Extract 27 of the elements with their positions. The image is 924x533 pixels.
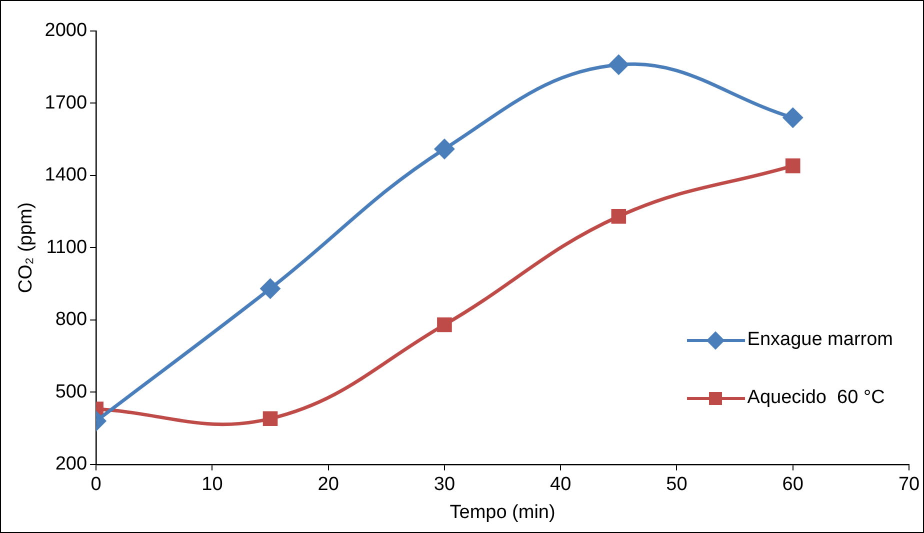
point bbox=[785, 158, 800, 174]
y-tick-label: 1100 bbox=[46, 236, 88, 258]
y-axis-title: CO₂ (ppm) bbox=[16, 202, 37, 294]
y-tick-label: 1700 bbox=[44, 92, 88, 114]
point bbox=[608, 54, 628, 74]
y-tick-label: 1400 bbox=[44, 164, 88, 186]
y-tick-label: 200 bbox=[55, 454, 88, 475]
x-tick-label: 40 bbox=[550, 474, 572, 496]
y-tick-label: 2000 bbox=[44, 20, 88, 42]
x-tick-label: 50 bbox=[666, 474, 688, 496]
legend-label: Enxague marrom bbox=[747, 329, 893, 351]
x-axis-title: Tempo (min) bbox=[450, 502, 556, 523]
y-tick-label: 500 bbox=[55, 381, 88, 402]
point bbox=[783, 108, 803, 128]
point bbox=[611, 208, 626, 224]
legend-label: Aquecido 60 °C bbox=[747, 387, 885, 409]
x-tick-label: 20 bbox=[318, 474, 339, 496]
x-tick-label: 70 bbox=[898, 474, 920, 496]
x-tick-label: 60 bbox=[782, 474, 804, 496]
x-tick-label: 0 bbox=[90, 474, 102, 496]
point bbox=[262, 411, 278, 426]
x-tick-label: 10 bbox=[202, 474, 223, 496]
point bbox=[260, 278, 280, 298]
x-tick-label: 30 bbox=[434, 474, 456, 496]
point bbox=[437, 317, 452, 332]
point bbox=[434, 139, 454, 159]
y-tick-label: 800 bbox=[55, 309, 88, 330]
